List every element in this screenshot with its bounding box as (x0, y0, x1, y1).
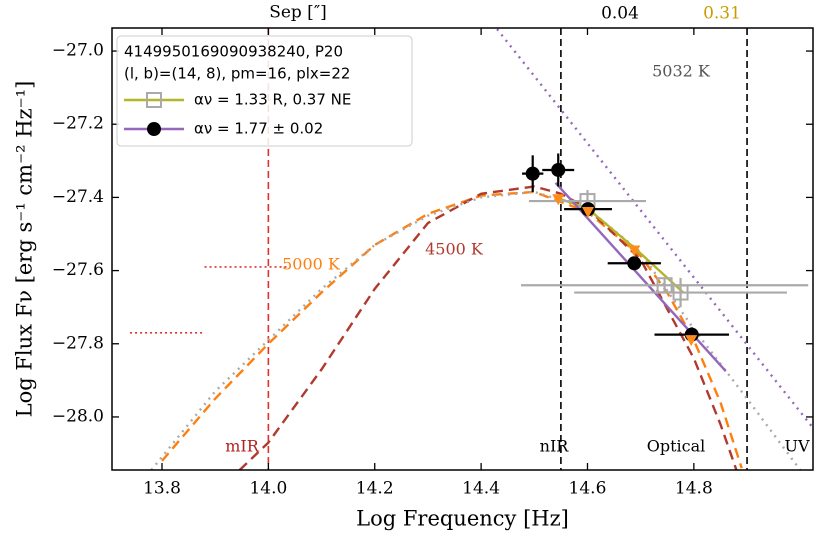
fit-line (555, 196, 685, 294)
y-tick-label: −27.2 (52, 114, 104, 134)
legend-title: (l, b)=(14, 8), pm=16, plx=22 (124, 65, 350, 83)
top-label: Sep [″] (269, 3, 327, 23)
model-curve (496, 28, 813, 429)
region-label: Optical (647, 437, 706, 456)
model-curve (238, 185, 738, 470)
y-tick-label: −27.6 (52, 260, 104, 280)
legend-label: αν = 1.33 R, 0.37 NE (194, 91, 351, 109)
curve-label: 5032 K (652, 62, 711, 81)
x-tick-label: 14.4 (462, 479, 500, 499)
data-point (627, 256, 642, 271)
region-label: UV (784, 437, 809, 456)
model-curve (150, 190, 802, 470)
x-tick-label: 14.6 (569, 479, 607, 499)
y-tick-label: −27.8 (52, 333, 104, 353)
legend-title: 4149950169090938240, P20 (124, 43, 343, 61)
y-axis-label: Log Flux Fν [erg s⁻¹ cm⁻² Hz⁻¹] (13, 81, 37, 418)
data-point (551, 162, 566, 177)
data-point (525, 166, 540, 181)
legend-marker (146, 92, 162, 108)
region-label: mIR (225, 437, 259, 456)
data-point (552, 194, 565, 206)
y-tick-label: −27.4 (52, 187, 104, 207)
plot (130, 28, 813, 470)
model-curve (161, 190, 743, 469)
data-point (685, 335, 698, 347)
separation: 0.31 (703, 4, 741, 24)
x-tick-label: 14.2 (356, 479, 394, 499)
region-label: nIR (540, 437, 570, 456)
y-tick-label: −27.0 (52, 41, 104, 61)
x-tick-label: 14.8 (675, 479, 713, 499)
x-tick-label: 14.0 (249, 479, 287, 499)
separation: 0.04 (601, 4, 639, 24)
plot-frame (111, 27, 814, 471)
data-point (582, 207, 595, 219)
legend-label: αν = 1.77 ± 0.02 (194, 120, 323, 138)
legend-box (116, 35, 413, 147)
data-point (672, 284, 689, 301)
x-tick-label: 13.8 (143, 479, 181, 499)
data-point (628, 245, 641, 257)
legend-marker (147, 122, 161, 136)
curve-label: 4500 K (425, 240, 484, 259)
y-tick-label: −28.0 (52, 406, 104, 426)
curve-label: 5000 K (282, 255, 341, 274)
x-axis-label: Log Frequency [Hz] (356, 507, 569, 531)
